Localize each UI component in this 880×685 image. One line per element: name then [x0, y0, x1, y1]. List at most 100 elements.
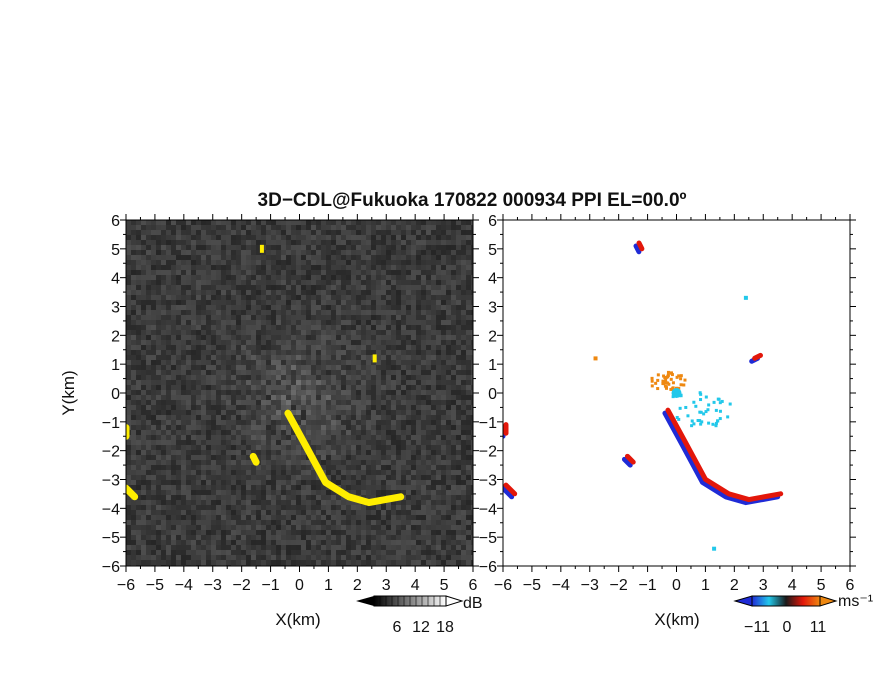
noise-cell	[171, 305, 176, 310]
noise-cell	[216, 250, 221, 255]
noise-cell	[361, 330, 366, 335]
noise-cell	[196, 280, 201, 285]
noise-cell	[221, 415, 226, 420]
noise-cell	[286, 290, 291, 295]
noise-cell	[226, 330, 231, 335]
noise-cell	[311, 495, 316, 500]
noise-cell	[386, 535, 391, 540]
noise-cell	[266, 395, 271, 400]
noise-cell	[386, 450, 391, 455]
noise-cell	[166, 405, 171, 410]
noise-cell	[446, 530, 451, 535]
noise-cell	[281, 260, 286, 265]
noise-cell	[186, 535, 191, 540]
noise-cell	[246, 230, 251, 235]
noise-cell	[261, 370, 266, 375]
noise-cell	[446, 220, 451, 225]
echo-blob	[373, 354, 377, 362]
noise-cell	[276, 495, 281, 500]
noise-cell	[376, 345, 381, 350]
noise-cell	[186, 495, 191, 500]
noise-cell	[276, 430, 281, 435]
noise-cell	[386, 485, 391, 490]
noise-cell	[416, 415, 421, 420]
noise-cell	[161, 340, 166, 345]
noise-cell	[326, 510, 331, 515]
noise-cell	[276, 395, 281, 400]
noise-cell	[431, 275, 436, 280]
noise-cell	[266, 480, 271, 485]
noise-cell	[256, 445, 261, 450]
noise-cell	[336, 220, 341, 225]
noise-cell	[131, 560, 136, 565]
noise-cell	[336, 500, 341, 505]
noise-cell	[296, 245, 301, 250]
noise-cell	[216, 295, 221, 300]
noise-cell	[331, 345, 336, 350]
noise-cell	[246, 295, 251, 300]
noise-cell	[361, 290, 366, 295]
noise-cell	[266, 315, 271, 320]
noise-cell	[381, 450, 386, 455]
noise-cell	[181, 525, 186, 530]
noise-cell	[326, 290, 331, 295]
noise-cell	[441, 450, 446, 455]
noise-cell	[251, 250, 256, 255]
noise-cell	[241, 540, 246, 545]
noise-cell	[326, 285, 331, 290]
noise-cell	[171, 445, 176, 450]
noise-cell	[411, 440, 416, 445]
noise-cell	[146, 240, 151, 245]
noise-cell	[221, 510, 226, 515]
noise-cell	[351, 355, 356, 360]
noise-cell	[311, 365, 316, 370]
noise-cell	[351, 510, 356, 515]
noise-cell	[201, 430, 206, 435]
noise-cell	[326, 515, 331, 520]
noise-cell	[261, 515, 266, 520]
noise-cell	[406, 405, 411, 410]
noise-cell	[441, 485, 446, 490]
noise-cell	[301, 550, 306, 555]
noise-cell	[351, 415, 356, 420]
noise-cell	[371, 460, 376, 465]
noise-cell	[176, 545, 181, 550]
noise-cell	[266, 300, 271, 305]
noise-cell	[181, 355, 186, 360]
noise-cell	[151, 535, 156, 540]
noise-cell	[221, 245, 226, 250]
noise-cell	[196, 435, 201, 440]
noise-cell	[426, 295, 431, 300]
noise-cell	[126, 405, 131, 410]
noise-cell	[171, 525, 176, 530]
noise-cell	[241, 335, 246, 340]
noise-cell	[281, 435, 286, 440]
noise-cell	[171, 390, 176, 395]
noise-cell	[271, 305, 276, 310]
noise-cell	[366, 265, 371, 270]
noise-cell	[386, 420, 391, 425]
noise-cell	[461, 245, 466, 250]
noise-cell	[391, 385, 396, 390]
noise-cell	[181, 295, 186, 300]
noise-cell	[451, 255, 456, 260]
noise-cell	[271, 270, 276, 275]
noise-cell	[231, 460, 236, 465]
noise-cell	[371, 340, 376, 345]
noise-cell	[346, 245, 351, 250]
noise-cell	[461, 450, 466, 455]
noise-cell	[361, 445, 366, 450]
noise-cell	[216, 520, 221, 525]
noise-cell	[216, 390, 221, 395]
noise-cell	[231, 325, 236, 330]
noise-cell	[226, 505, 231, 510]
noise-cell	[206, 495, 211, 500]
noise-cell	[306, 370, 311, 375]
noise-cell	[386, 430, 391, 435]
noise-cell	[446, 550, 451, 555]
noise-cell	[241, 305, 246, 310]
noise-cell	[261, 265, 266, 270]
noise-cell	[126, 305, 131, 310]
noise-cell	[436, 495, 441, 500]
noise-cell	[376, 325, 381, 330]
